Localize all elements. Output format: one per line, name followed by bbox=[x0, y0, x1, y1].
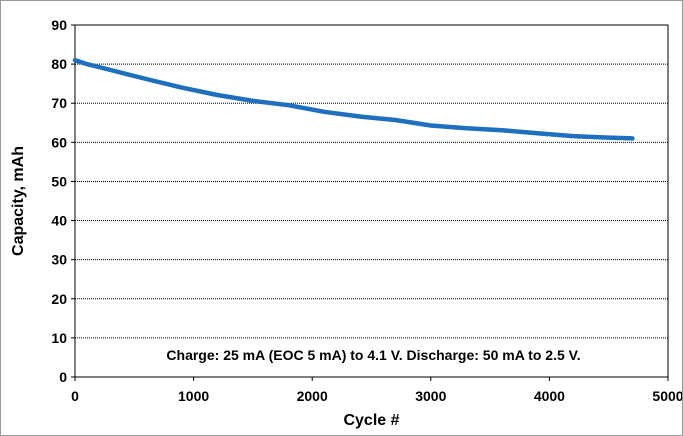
x-tick-label-3000: 3000 bbox=[415, 388, 446, 404]
y-tick-label-60: 60 bbox=[51, 134, 67, 150]
series-line-1 bbox=[72, 57, 635, 141]
x-axis-title: Cycle # bbox=[343, 412, 399, 429]
y-axis-title: Capacity, mAh bbox=[10, 146, 27, 256]
y-tick-label-30: 30 bbox=[51, 252, 67, 268]
y-tick-label-70: 70 bbox=[51, 95, 67, 111]
y-tick-label-90: 90 bbox=[51, 17, 67, 33]
test-conditions-annotation: Charge: 25 mA (EOC 5 mA) to 4.1 V. Disch… bbox=[166, 347, 580, 363]
y-tick-label-40: 40 bbox=[51, 213, 67, 229]
gridlines bbox=[75, 63, 668, 339]
y-tick-label-80: 80 bbox=[51, 56, 67, 72]
plot-area-border bbox=[74, 24, 669, 378]
x-axis-ticks: 0 1000 2000 3000 4000 5000 bbox=[71, 377, 682, 404]
series-group bbox=[72, 57, 635, 141]
y-axis-ticks: 0 10 20 30 40 50 60 70 80 90 bbox=[51, 17, 75, 385]
x-tick-label-0: 0 bbox=[71, 388, 79, 404]
y-tick-label-20: 20 bbox=[51, 291, 67, 307]
y-tick-label-0: 0 bbox=[59, 369, 67, 385]
x-tick-label-5000: 5000 bbox=[652, 388, 682, 404]
x-tick-label-1000: 1000 bbox=[178, 388, 209, 404]
x-tick-label-2000: 2000 bbox=[297, 388, 328, 404]
x-tick-label-4000: 4000 bbox=[534, 388, 565, 404]
y-tick-label-10: 10 bbox=[51, 330, 67, 346]
y-tick-label-50: 50 bbox=[51, 173, 67, 189]
